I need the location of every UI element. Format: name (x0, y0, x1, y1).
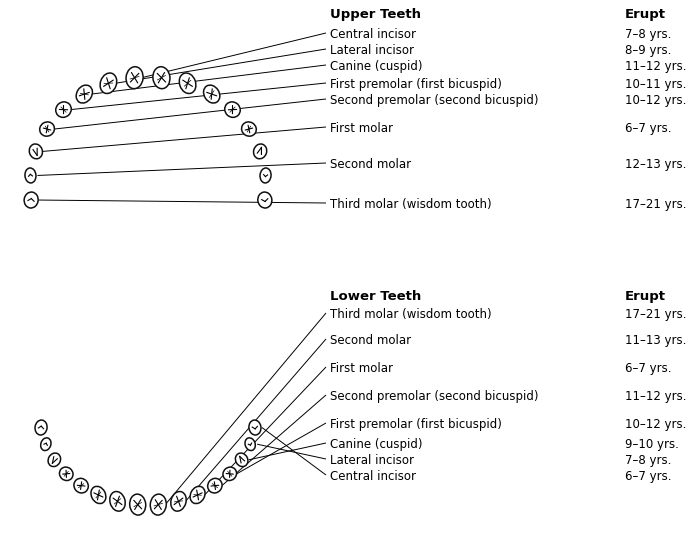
Ellipse shape (171, 491, 186, 511)
Ellipse shape (24, 192, 38, 208)
Ellipse shape (110, 491, 125, 511)
Ellipse shape (130, 494, 146, 515)
Text: Central incisor: Central incisor (330, 28, 416, 41)
Ellipse shape (100, 73, 117, 93)
Ellipse shape (29, 144, 43, 159)
Ellipse shape (245, 438, 255, 451)
Text: Second premolar (second bicuspid): Second premolar (second bicuspid) (330, 390, 538, 403)
Text: Third molar (wisdom tooth): Third molar (wisdom tooth) (330, 308, 491, 321)
Text: 6–7 yrs.: 6–7 yrs. (625, 362, 671, 375)
Text: Central incisor: Central incisor (330, 470, 416, 483)
Text: 9–10 yrs.: 9–10 yrs. (625, 438, 679, 451)
Ellipse shape (91, 486, 106, 504)
Text: 10–12 yrs.: 10–12 yrs. (625, 418, 687, 431)
Ellipse shape (223, 467, 237, 481)
Ellipse shape (126, 67, 143, 89)
Text: 7–8 yrs.: 7–8 yrs. (625, 454, 671, 467)
Text: 11–12 yrs.: 11–12 yrs. (625, 60, 687, 73)
Ellipse shape (48, 453, 61, 467)
Text: First premolar (first bicuspid): First premolar (first bicuspid) (330, 418, 502, 431)
Text: 6–7 yrs.: 6–7 yrs. (625, 122, 671, 135)
Ellipse shape (40, 122, 55, 136)
Ellipse shape (235, 453, 248, 467)
Ellipse shape (25, 168, 36, 183)
Ellipse shape (241, 122, 256, 136)
Ellipse shape (190, 486, 205, 504)
Text: 8–9 yrs.: 8–9 yrs. (625, 44, 671, 57)
Ellipse shape (35, 420, 47, 435)
Text: 7–8 yrs.: 7–8 yrs. (625, 28, 671, 41)
Text: Erupt: Erupt (625, 8, 666, 21)
Ellipse shape (41, 438, 51, 451)
Text: Erupt: Erupt (625, 290, 666, 303)
Text: First molar: First molar (330, 122, 393, 135)
Text: Second molar: Second molar (330, 334, 411, 347)
Ellipse shape (253, 144, 267, 159)
Text: 17–21 yrs.: 17–21 yrs. (625, 308, 687, 321)
Text: 10–11 yrs.: 10–11 yrs. (625, 78, 687, 91)
Text: 11–12 yrs.: 11–12 yrs. (625, 390, 687, 403)
Text: Third molar (wisdom tooth): Third molar (wisdom tooth) (330, 198, 491, 211)
Text: Second molar: Second molar (330, 158, 411, 171)
Text: First premolar (first bicuspid): First premolar (first bicuspid) (330, 78, 502, 91)
Ellipse shape (60, 467, 73, 481)
Text: Canine (cuspid): Canine (cuspid) (330, 438, 423, 451)
Ellipse shape (204, 85, 220, 103)
Text: Lateral incisor: Lateral incisor (330, 454, 414, 467)
Ellipse shape (179, 73, 196, 93)
Text: 6–7 yrs.: 6–7 yrs. (625, 470, 671, 483)
Ellipse shape (260, 168, 271, 183)
Text: Lateral incisor: Lateral incisor (330, 44, 414, 57)
Ellipse shape (258, 192, 272, 208)
Text: First molar: First molar (330, 362, 393, 375)
Text: Upper Teeth: Upper Teeth (330, 8, 421, 21)
Text: 10–12 yrs.: 10–12 yrs. (625, 94, 687, 107)
Text: 17–21 yrs.: 17–21 yrs. (625, 198, 687, 211)
Ellipse shape (153, 67, 170, 89)
Ellipse shape (150, 494, 167, 515)
Ellipse shape (249, 420, 261, 435)
Ellipse shape (225, 102, 240, 117)
Text: Canine (cuspid): Canine (cuspid) (330, 60, 423, 73)
Ellipse shape (56, 102, 71, 117)
Text: 12–13 yrs.: 12–13 yrs. (625, 158, 687, 171)
Text: 11–13 yrs.: 11–13 yrs. (625, 334, 687, 347)
Ellipse shape (208, 479, 222, 493)
Ellipse shape (74, 479, 88, 493)
Ellipse shape (76, 85, 92, 103)
Text: Lower Teeth: Lower Teeth (330, 290, 421, 303)
Text: Second premolar (second bicuspid): Second premolar (second bicuspid) (330, 94, 538, 107)
